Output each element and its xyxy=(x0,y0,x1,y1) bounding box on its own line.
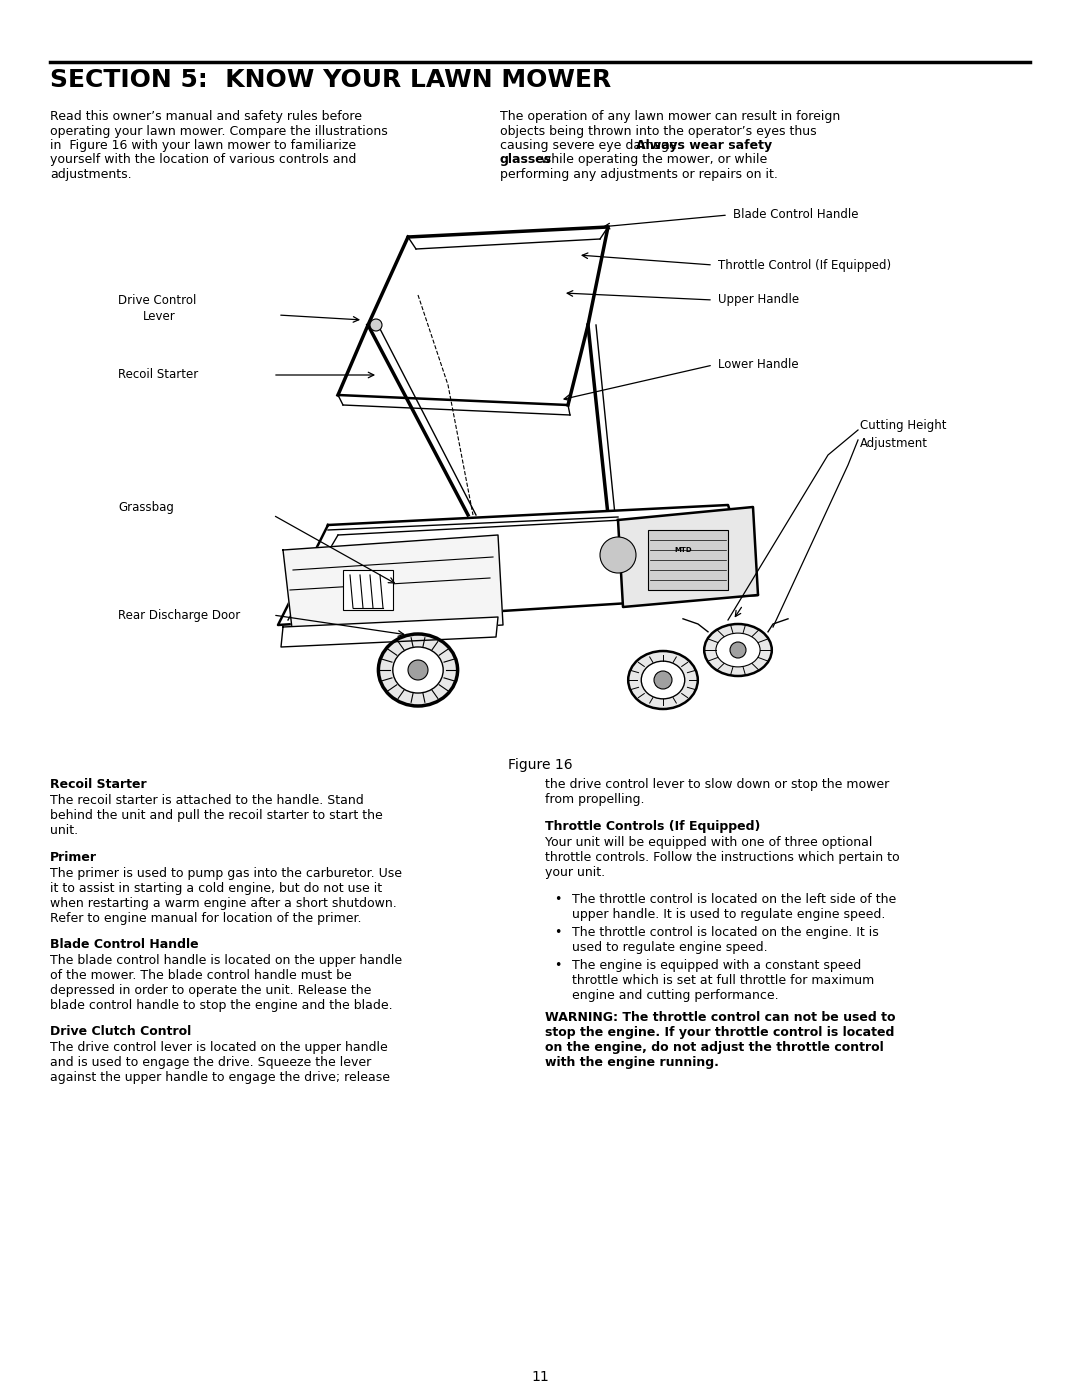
Text: Recoil Starter: Recoil Starter xyxy=(118,369,199,381)
Ellipse shape xyxy=(704,624,772,676)
Circle shape xyxy=(370,319,382,331)
Text: Grassbag: Grassbag xyxy=(118,500,174,514)
Polygon shape xyxy=(283,535,503,637)
Bar xyxy=(343,570,393,610)
Text: WARNING: The throttle control can not be used to
stop the engine. If your thrott: WARNING: The throttle control can not be… xyxy=(545,1011,895,1069)
Text: the drive control lever to slow down or stop the mower
from propelling.: the drive control lever to slow down or … xyxy=(545,778,889,806)
Text: Your unit will be equipped with one of three optional
throttle controls. Follow : Your unit will be equipped with one of t… xyxy=(545,835,900,879)
Text: yourself with the location of various controls and: yourself with the location of various co… xyxy=(50,154,356,166)
Text: objects being thrown into the operator’s eyes thus: objects being thrown into the operator’s… xyxy=(500,124,816,137)
Text: Upper Handle: Upper Handle xyxy=(718,293,799,306)
Text: The operation of any lawn mower can result in foreign: The operation of any lawn mower can resu… xyxy=(500,110,840,123)
Text: The primer is used to pump gas into the carburetor. Use
it to assist in starting: The primer is used to pump gas into the … xyxy=(50,868,402,925)
Circle shape xyxy=(600,536,636,573)
Text: adjustments.: adjustments. xyxy=(50,168,132,182)
Text: Adjustment: Adjustment xyxy=(860,436,928,450)
Ellipse shape xyxy=(393,647,443,693)
Text: •: • xyxy=(554,958,562,972)
Circle shape xyxy=(654,671,672,689)
Text: while operating the mower, or while: while operating the mower, or while xyxy=(538,154,768,166)
Text: in  Figure 16 with your lawn mower to familiarize: in Figure 16 with your lawn mower to fam… xyxy=(50,138,356,152)
Text: Cutting Height: Cutting Height xyxy=(860,419,946,432)
Text: Read this owner’s manual and safety rules before: Read this owner’s manual and safety rule… xyxy=(50,110,362,123)
Circle shape xyxy=(408,659,428,680)
Text: The engine is equipped with a constant speed
throttle which is set at full throt: The engine is equipped with a constant s… xyxy=(572,958,874,1002)
Text: The drive control lever is located on the upper handle
and is used to engage the: The drive control lever is located on th… xyxy=(50,1041,390,1084)
Text: Recoil Starter: Recoil Starter xyxy=(50,778,147,791)
Text: Blade Control Handle: Blade Control Handle xyxy=(733,208,859,222)
Text: Always wear safety: Always wear safety xyxy=(635,138,772,152)
Text: 11: 11 xyxy=(531,1370,549,1384)
Bar xyxy=(648,529,728,590)
Polygon shape xyxy=(618,507,758,608)
Text: The throttle control is located on the engine. It is
used to regulate engine spe: The throttle control is located on the e… xyxy=(572,926,879,954)
Text: Drive Control: Drive Control xyxy=(118,293,197,306)
Text: Throttle Control (If Equipped): Throttle Control (If Equipped) xyxy=(718,258,891,271)
Text: Primer: Primer xyxy=(50,851,97,863)
Text: The blade control handle is located on the upper handle
of the mower. The blade : The blade control handle is located on t… xyxy=(50,954,402,1011)
Text: Lower Handle: Lower Handle xyxy=(718,359,798,372)
Text: operating your lawn mower. Compare the illustrations: operating your lawn mower. Compare the i… xyxy=(50,124,388,137)
Text: •: • xyxy=(554,926,562,939)
Circle shape xyxy=(730,643,746,658)
Text: Figure 16: Figure 16 xyxy=(508,759,572,773)
Text: •: • xyxy=(554,893,562,907)
Text: Drive Clutch Control: Drive Clutch Control xyxy=(50,1025,191,1038)
Ellipse shape xyxy=(629,651,698,710)
Polygon shape xyxy=(281,617,498,647)
Text: Blade Control Handle: Blade Control Handle xyxy=(50,937,199,951)
Text: glasses: glasses xyxy=(500,154,552,166)
Ellipse shape xyxy=(378,634,458,705)
Ellipse shape xyxy=(716,633,760,666)
Polygon shape xyxy=(278,504,758,624)
Text: Lever: Lever xyxy=(143,310,176,324)
Ellipse shape xyxy=(642,661,685,698)
Text: SECTION 5:  KNOW YOUR LAWN MOWER: SECTION 5: KNOW YOUR LAWN MOWER xyxy=(50,68,611,92)
Text: causing severe eye damage.: causing severe eye damage. xyxy=(500,138,685,152)
Text: The recoil starter is attached to the handle. Stand
behind the unit and pull the: The recoil starter is attached to the ha… xyxy=(50,793,382,837)
Text: performing any adjustments or repairs on it.: performing any adjustments or repairs on… xyxy=(500,168,778,182)
Text: Rear Discharge Door: Rear Discharge Door xyxy=(118,609,240,622)
Text: MTD: MTD xyxy=(674,548,692,553)
Text: The throttle control is located on the left side of the
upper handle. It is used: The throttle control is located on the l… xyxy=(572,893,896,921)
Text: Throttle Controls (If Equipped): Throttle Controls (If Equipped) xyxy=(545,820,760,833)
